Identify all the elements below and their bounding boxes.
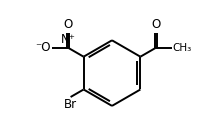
Text: CH₃: CH₃ <box>173 43 192 53</box>
Text: ⁻O: ⁻O <box>36 41 51 54</box>
Text: O: O <box>151 18 160 31</box>
Text: N⁺: N⁺ <box>61 33 76 47</box>
Text: Br: Br <box>63 98 77 111</box>
Text: O: O <box>64 18 73 31</box>
